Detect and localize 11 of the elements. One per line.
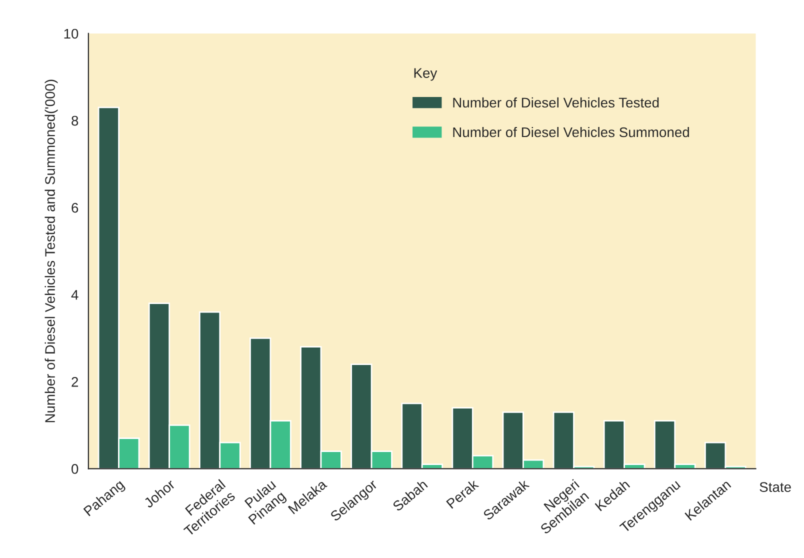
y-tick-label: 4 bbox=[71, 290, 78, 300]
legend-label: Number of Diesel Vehicles Tested bbox=[453, 97, 659, 108]
y-tick-label: 2 bbox=[72, 377, 78, 387]
legend-label: Number of Diesel Vehicles Summoned bbox=[453, 126, 689, 138]
y-tick-label: 6 bbox=[72, 202, 78, 213]
y-tick-label: 8 bbox=[72, 116, 78, 126]
y-tick-label: 10 bbox=[64, 28, 78, 39]
y-axis-title: Number of Diesel Vehicles Tested and Summoned('000) bbox=[44, 80, 58, 422]
y-tick-label: 0 bbox=[72, 464, 78, 474]
legend-title: Key bbox=[414, 68, 438, 81]
x-axis-title: State bbox=[760, 482, 791, 492]
